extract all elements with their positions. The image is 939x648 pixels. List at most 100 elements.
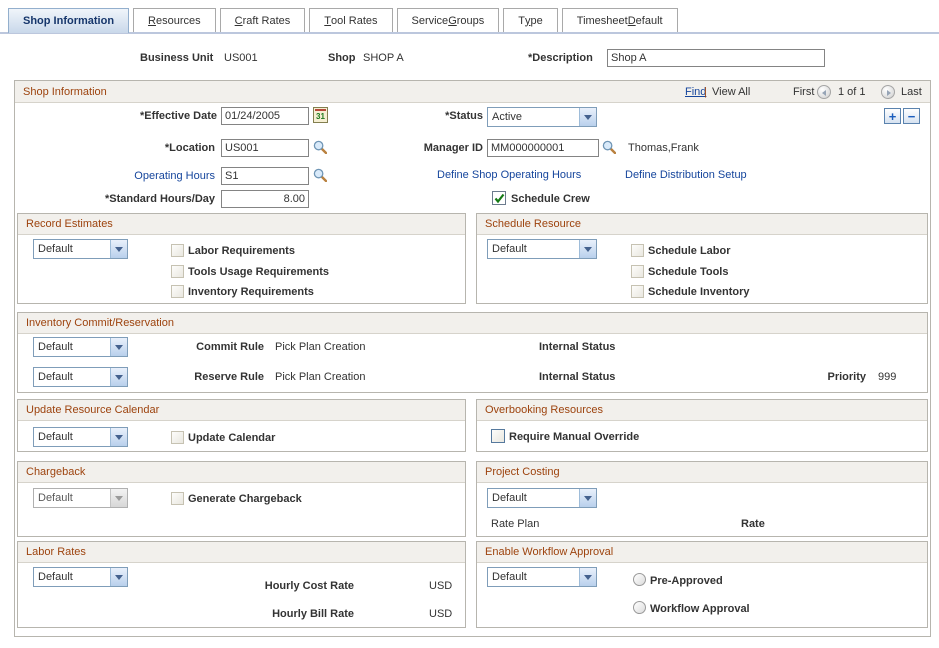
dropdown-arrow-icon bbox=[579, 240, 596, 258]
groupbox-title: Inventory Commit/Reservation bbox=[26, 317, 174, 329]
dropdown-arrow-icon bbox=[579, 489, 596, 507]
commit-rule-label: Commit Rule bbox=[196, 341, 264, 353]
description-label: *Description bbox=[528, 52, 593, 64]
workflow-approval-dropdown[interactable]: Default bbox=[487, 567, 597, 587]
schedule-tools-checkbox[interactable] bbox=[631, 265, 644, 278]
project-costing-dropdown[interactable]: Default bbox=[487, 488, 597, 508]
groupbox-title: Labor Rates bbox=[26, 546, 86, 558]
tab-shop-information[interactable]: Shop Information bbox=[8, 8, 130, 33]
workflow-approval-radio[interactable] bbox=[633, 601, 646, 614]
manager-id-input[interactable] bbox=[487, 139, 599, 157]
last-label: Last bbox=[901, 86, 922, 98]
require-manual-override-label: Require Manual Override bbox=[509, 431, 640, 443]
operating-hours-link[interactable]: Operating Hours bbox=[134, 170, 215, 182]
manager-name-value: Thomas,Frank bbox=[628, 142, 699, 154]
left-arrow-icon bbox=[822, 90, 826, 96]
labor-requirements-checkbox[interactable] bbox=[171, 244, 184, 257]
schedule-resource-groupbox: Schedule Resource bbox=[476, 213, 928, 304]
dropdown-arrow-icon bbox=[110, 428, 127, 446]
reserve-rule-dropdown[interactable]: Default bbox=[33, 367, 128, 387]
location-lookup-icon[interactable] bbox=[313, 140, 327, 154]
labor-rates-dropdown[interactable]: Default bbox=[33, 567, 128, 587]
next-row-button[interactable] bbox=[881, 85, 895, 99]
schedule-inventory-label: Schedule Inventory bbox=[648, 286, 750, 298]
define-distribution-setup-link[interactable]: Define Distribution Setup bbox=[625, 169, 747, 181]
generate-chargeback-checkbox[interactable] bbox=[171, 492, 184, 505]
business-unit-label: Business Unit bbox=[140, 52, 214, 64]
reserve-rule-value: Pick Plan Creation bbox=[275, 371, 366, 383]
update-calendar-label: Update Calendar bbox=[188, 432, 276, 444]
commit-rule-dropdown[interactable]: Default bbox=[33, 337, 128, 357]
calendar-icon-top bbox=[315, 109, 326, 111]
schedule-labor-checkbox[interactable] bbox=[631, 244, 644, 257]
first-label: First bbox=[793, 86, 815, 98]
schedule-inventory-checkbox[interactable] bbox=[631, 285, 644, 298]
standard-hours-input[interactable] bbox=[221, 190, 309, 208]
dropdown-arrow-icon bbox=[110, 338, 127, 356]
dropdown-arrow-icon bbox=[579, 568, 596, 586]
groupbox-title: Update Resource Calendar bbox=[26, 404, 160, 416]
workflow-approval-label: Workflow Approval bbox=[650, 603, 750, 615]
operating-hours-input[interactable] bbox=[221, 167, 309, 185]
define-shop-operating-hours-link[interactable]: Define Shop Operating Hours bbox=[437, 169, 582, 181]
pre-approved-radio[interactable] bbox=[633, 573, 646, 586]
business-unit-value: US001 bbox=[224, 52, 258, 64]
schedule-tools-label: Schedule Tools bbox=[648, 266, 729, 278]
dropdown-arrow-icon bbox=[579, 108, 596, 126]
schedule-crew-checkbox[interactable] bbox=[492, 191, 506, 205]
generate-chargeback-label: Generate Chargeback bbox=[188, 493, 302, 505]
tools-usage-requirements-checkbox[interactable] bbox=[171, 265, 184, 278]
status-dropdown[interactable]: Active bbox=[487, 107, 597, 127]
location-input[interactable] bbox=[221, 139, 309, 157]
find-link[interactable]: Find bbox=[685, 86, 707, 98]
labor-rates-groupbox: Labor Rates bbox=[17, 541, 466, 628]
reserve-rule-label: Reserve Rule bbox=[194, 371, 264, 383]
manager-lookup-icon[interactable] bbox=[602, 140, 616, 154]
internal-status-label: Internal Status bbox=[539, 341, 616, 353]
record-estimates-groupbox: Record Estimates bbox=[17, 213, 466, 304]
view-all-link[interactable]: View All bbox=[712, 86, 751, 98]
shop-label: Shop bbox=[328, 52, 356, 64]
rate-label: Rate bbox=[741, 518, 765, 530]
effective-date-input[interactable] bbox=[221, 107, 309, 125]
tools-usage-requirements-label: Tools Usage Requirements bbox=[188, 266, 329, 278]
description-input[interactable] bbox=[607, 49, 825, 67]
delete-row-button[interactable]: − bbox=[903, 108, 920, 124]
hourly-bill-rate-currency: USD bbox=[429, 608, 453, 620]
dropdown-arrow-icon bbox=[110, 489, 127, 507]
groupbox-title: Enable Workflow Approval bbox=[485, 546, 614, 558]
groupbox-title: Chargeback bbox=[26, 466, 86, 478]
calendar-icon[interactable]: 31 bbox=[313, 107, 328, 123]
operating-hours-lookup-icon[interactable] bbox=[313, 168, 327, 182]
update-resource-calendar-dropdown[interactable]: Default bbox=[33, 427, 128, 447]
effective-date-label: *Effective Date bbox=[139, 110, 217, 122]
schedule-resource-dropdown[interactable]: Default bbox=[487, 239, 597, 259]
groupbox-title: Schedule Resource bbox=[485, 218, 582, 230]
add-row-button[interactable]: + bbox=[884, 108, 901, 124]
chargeback-groupbox: Chargeback bbox=[17, 461, 466, 537]
inventory-requirements-checkbox[interactable] bbox=[171, 285, 184, 298]
inventory-requirements-label: Inventory Requirements bbox=[188, 286, 314, 298]
dropdown-arrow-icon bbox=[110, 568, 127, 586]
groupbox-title: Shop Information bbox=[23, 85, 107, 98]
require-manual-override-checkbox[interactable] bbox=[491, 429, 505, 443]
find-separator: | bbox=[704, 86, 707, 98]
groupbox-title: Record Estimates bbox=[26, 218, 113, 230]
update-calendar-checkbox[interactable] bbox=[171, 431, 184, 444]
check-icon bbox=[494, 193, 504, 203]
schedule-crew-label: Schedule Crew bbox=[511, 193, 590, 205]
shop-information-groupbox-header: Shop Information bbox=[15, 81, 930, 103]
record-estimates-dropdown[interactable]: Default bbox=[33, 239, 128, 259]
hourly-cost-rate-label: Hourly Cost Rate bbox=[264, 580, 354, 592]
previous-row-button[interactable] bbox=[817, 85, 831, 99]
manager-id-label: Manager ID bbox=[423, 142, 483, 154]
row-counter: 1 of 1 bbox=[838, 86, 866, 98]
schedule-labor-label: Schedule Labor bbox=[648, 245, 731, 257]
